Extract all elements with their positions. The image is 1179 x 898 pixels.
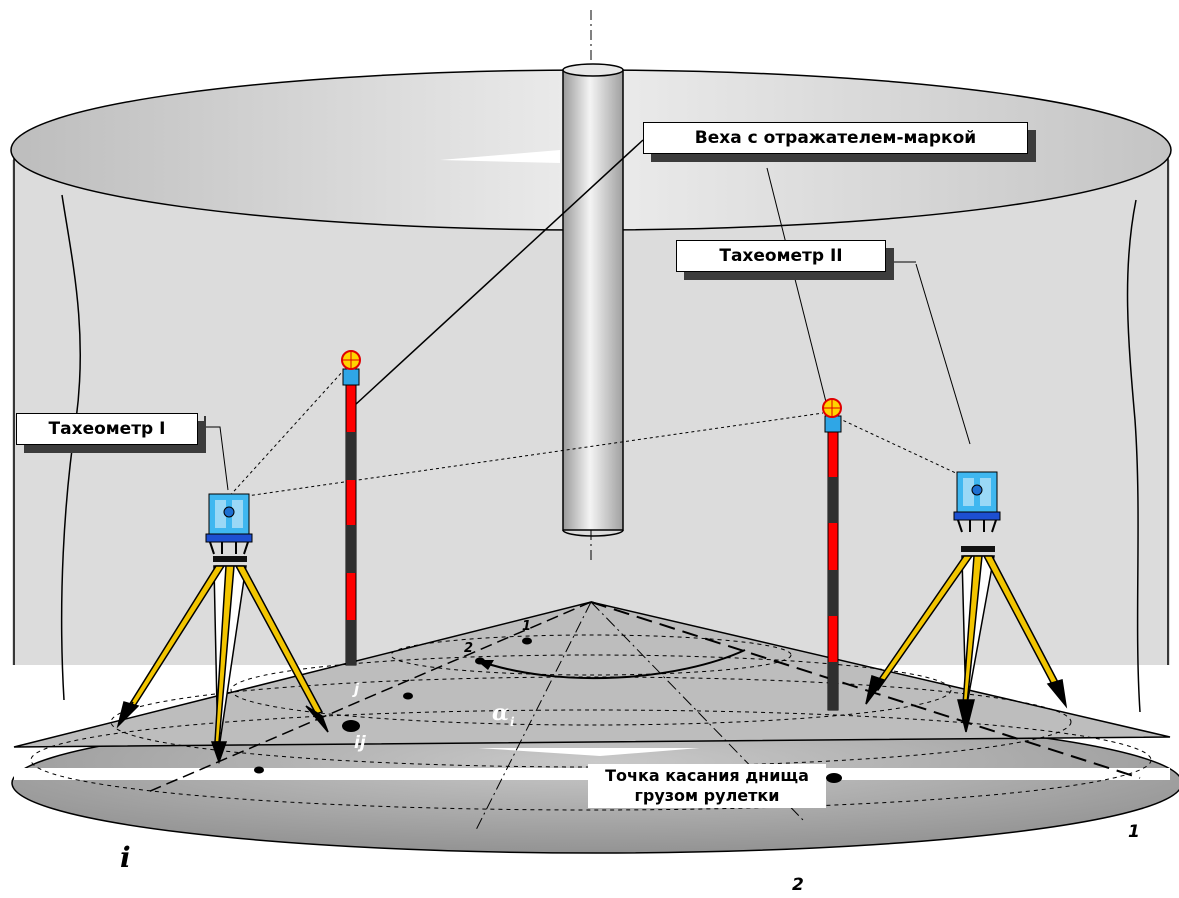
measurement-points: [254, 637, 842, 783]
tripod-left: [116, 565, 329, 765]
radius-2-outer-label: 2: [792, 875, 804, 893]
tacheometer-left: [205, 493, 253, 562]
radius-2-inner-label: 2: [464, 641, 473, 656]
reflector-pole-right: [822, 398, 842, 711]
tacheometer-right: [953, 471, 1001, 552]
reflector-pole-left: [341, 350, 361, 666]
tripod-right: [865, 555, 1068, 733]
leader-lines: [195, 139, 971, 491]
tacheometer-2-label: Тахеометр II: [719, 246, 843, 266]
alpha-label: α: [492, 700, 509, 726]
tacheometer-2-callout: Тахеометр II: [676, 240, 886, 272]
radius-1-outer-label: 1: [1128, 822, 1140, 842]
central-column: [562, 63, 624, 537]
sight-lines: [225, 370, 961, 501]
reflector-pole-callout: Веха с отражателем-маркой: [643, 122, 1028, 154]
row-i-label: i: [120, 841, 131, 874]
touch-point-label: Точка касания днища грузом рулетки: [588, 764, 826, 808]
tacheometer-1-label: Тахеометр I: [48, 419, 166, 439]
point-ij-label: ij: [354, 733, 367, 753]
radius-1-inner-label: 1: [522, 619, 531, 634]
reflector-pole-label: Веха с отражателем-маркой: [694, 128, 977, 148]
col-j-label: j: [352, 680, 360, 698]
alpha-subscript: i: [510, 715, 515, 729]
tacheometer-1-callout: Тахеометр I: [16, 413, 198, 445]
